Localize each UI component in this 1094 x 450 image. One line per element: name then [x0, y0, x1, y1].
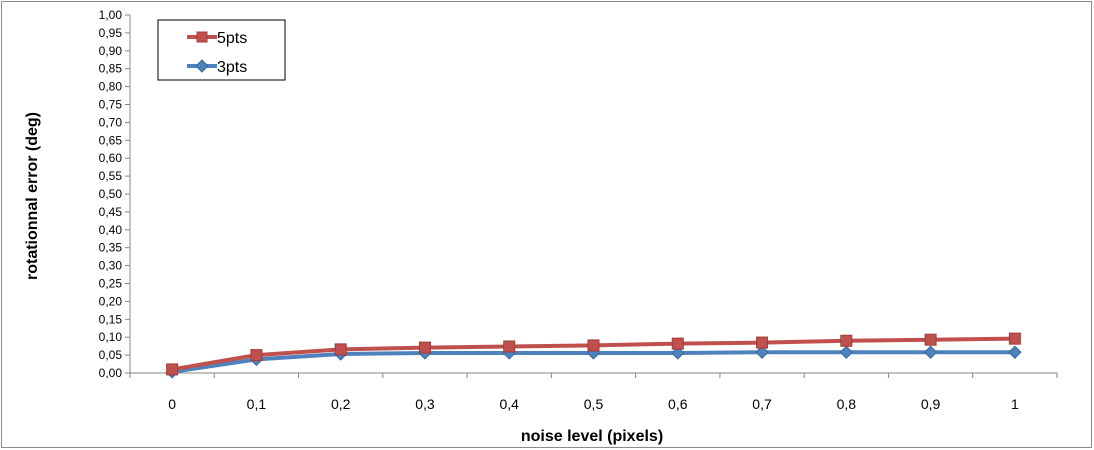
y-tick-label: 0,85	[99, 62, 123, 76]
point-5pts	[1008, 332, 1021, 345]
legend-marker-3pts	[195, 59, 209, 73]
point-5pts	[671, 337, 684, 350]
x-tick-label: 0,1	[247, 396, 267, 412]
legend: 5pts 3pts	[157, 19, 286, 81]
y-tick-label: 0,90	[99, 44, 123, 58]
y-tick-label: 1,00	[99, 8, 123, 22]
point-5pts	[166, 363, 179, 376]
axes	[125, 14, 1058, 378]
y-tick-label: 0,00	[99, 366, 123, 380]
point-3pts	[1008, 345, 1022, 359]
y-tick-label: 0,10	[99, 330, 123, 344]
point-5pts	[250, 349, 263, 362]
y-tick-label: 0,65	[99, 133, 123, 147]
x-tick-labels: 0 0,1 0,2 0,3 0,4 0,5 0,6 0,7 0,8 0,9 1	[168, 396, 1019, 412]
y-tick-label: 0,55	[99, 169, 123, 183]
x-tick-label: 0,4	[499, 396, 519, 412]
point-5pts	[924, 333, 937, 346]
y-tick-label: 0,35	[99, 241, 123, 255]
x-tick-label: 1	[1011, 396, 1019, 412]
point-3pts	[755, 345, 769, 359]
point-5pts	[503, 340, 516, 353]
point-5pts	[840, 334, 853, 347]
legend-label-3pts: 3pts	[217, 59, 247, 76]
y-tick-label: 0,60	[99, 151, 123, 165]
y-tick-label: 0,45	[99, 205, 123, 219]
point-3pts	[923, 345, 938, 359]
x-tick-label: 0	[168, 396, 176, 412]
y-tick-label: 0,30	[99, 259, 123, 273]
y-axis-title: rotationnal error (deg)	[24, 112, 41, 280]
legend-label-5pts: 5pts	[217, 30, 247, 47]
x-tick-label: 0,9	[921, 396, 941, 412]
y-tick-label: 0,40	[99, 223, 123, 237]
point-5pts	[587, 339, 600, 352]
point-3pts	[839, 345, 854, 359]
y-tick-label: 0,25	[99, 277, 123, 291]
series-markers	[165, 332, 1022, 379]
y-tick-label: 0,95	[99, 26, 123, 40]
point-5pts	[756, 336, 769, 349]
legend-marker-5pts	[196, 31, 208, 43]
x-tick-label: 0,7	[752, 396, 772, 412]
x-axis-title: noise level (pixels)	[521, 428, 663, 445]
point-5pts	[418, 341, 431, 354]
x-tick-label: 0,5	[584, 396, 604, 412]
y-tick-label: 0,50	[99, 187, 123, 201]
x-tick-label: 0,2	[331, 396, 351, 412]
x-tick-label: 0,3	[415, 396, 435, 412]
point-5pts	[334, 343, 347, 356]
y-tick-label: 0,20	[99, 294, 123, 308]
legend-box	[157, 19, 286, 81]
point-3pts	[671, 346, 685, 360]
x-tick-label: 0,6	[668, 396, 688, 412]
y-tick-label: 0,80	[99, 80, 123, 94]
y-tick-label: 0,15	[99, 312, 123, 326]
y-tick-labels: 0,00 0,05 0,10 0,15 0,20 0,25 0,30 0,35 0,40 0,45…	[99, 8, 123, 380]
y-tick-label: 0,70	[99, 115, 123, 129]
y-tick-label: 0,05	[99, 348, 123, 362]
x-tick-label: 0,8	[837, 396, 857, 412]
y-tick-label: 0,75	[99, 98, 123, 112]
